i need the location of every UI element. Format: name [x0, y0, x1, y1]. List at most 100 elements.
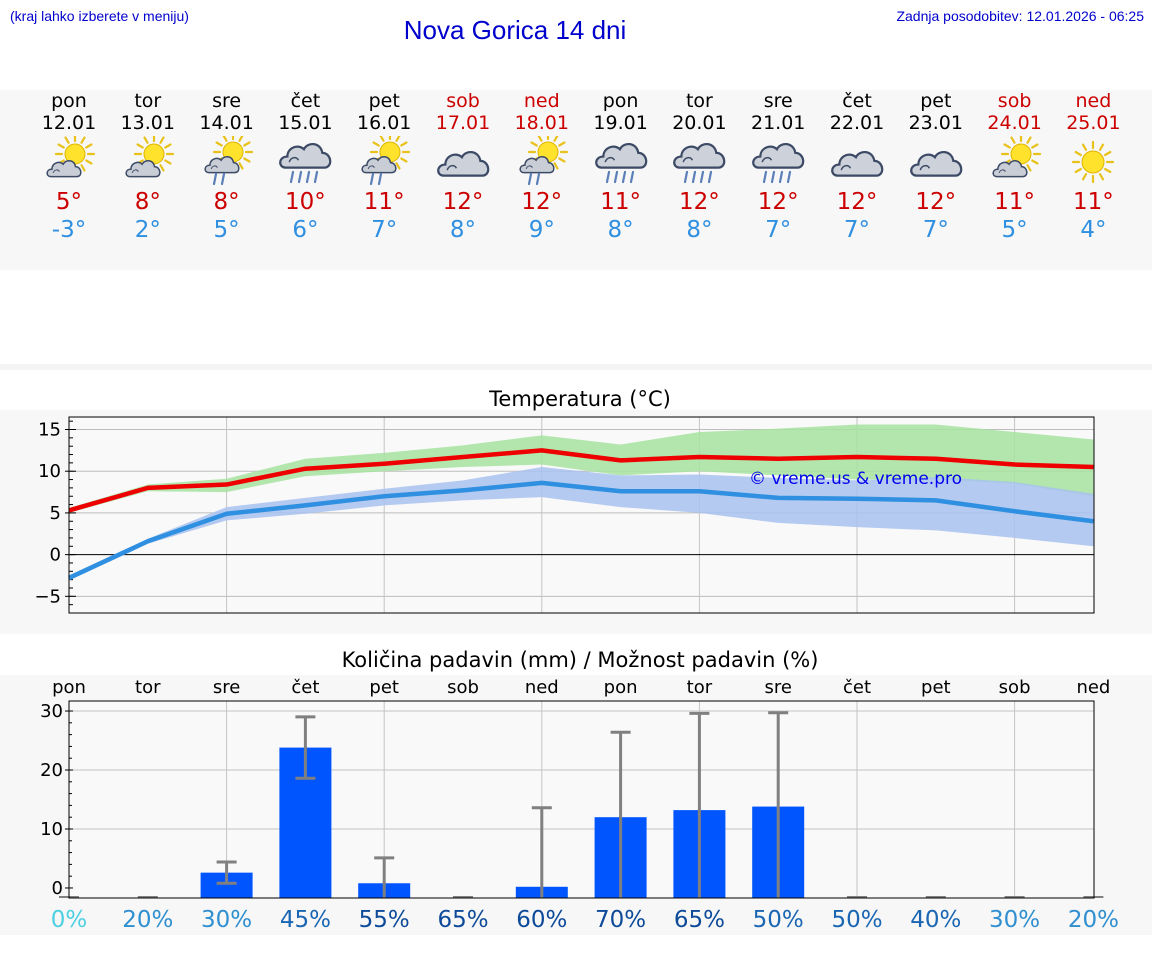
- min-temp: 7°: [922, 217, 949, 243]
- day-label: sob: [999, 677, 1031, 698]
- precip-probability: 30%: [201, 907, 252, 933]
- day-column: sre 21.01 12° 7°: [738, 90, 818, 244]
- day-column: sob 17.01 12° 8°: [423, 90, 503, 244]
- precip-probability: 60%: [516, 907, 567, 933]
- min-temp: 8°: [607, 217, 634, 243]
- day-column: sob 24.01 11° 5°: [975, 90, 1055, 244]
- rain-icon: [594, 143, 647, 184]
- precip-probability: 20%: [1068, 907, 1119, 933]
- day-label: sre: [764, 677, 791, 698]
- forecast-panel: pon 12.01 5° -3° tor 13.01 8° 2° sre 14.01 8° 5° čet…: [0, 90, 1152, 270]
- day-column: čet 15.01 10° 6°: [265, 90, 345, 244]
- day-column: tor 20.01 12° 8°: [659, 90, 739, 244]
- day-date: 20.01: [672, 112, 727, 134]
- max-temp: 12°: [757, 189, 799, 215]
- day-column: pet 16.01 11° 7°: [344, 90, 424, 244]
- precip-chart-title: Količina padavin (mm) / Možnost padavin …: [341, 648, 819, 672]
- day-date: 12.01: [41, 112, 97, 134]
- day-label: čet: [843, 677, 871, 698]
- day-date: 24.01: [987, 112, 1042, 134]
- min_range-band: [69, 467, 1094, 581]
- precip-probability: 45%: [280, 907, 331, 933]
- max-temp-line: [68, 448, 1094, 513]
- day-column: čet 22.01 12° 7°: [817, 90, 897, 244]
- min-temp-line: [68, 480, 1094, 581]
- day-name: sre: [212, 90, 242, 112]
- day-date: 19.01: [593, 112, 648, 134]
- day-name: čet: [290, 90, 321, 112]
- min-temp: 2°: [134, 217, 161, 243]
- precip-probability: 55%: [359, 907, 410, 933]
- plot-area: [69, 701, 1094, 898]
- day-label: pon: [604, 677, 638, 698]
- day-column: pet 23.01 12° 7°: [896, 90, 976, 244]
- precip-probability: 20%: [122, 907, 173, 933]
- rain-icon: [279, 143, 332, 184]
- plot-frame: [68, 416, 1095, 614]
- day-date: 18.01: [514, 112, 569, 134]
- day-date: 21.01: [750, 112, 806, 134]
- sun-icon: [1072, 140, 1115, 184]
- rain-icon: [673, 143, 726, 184]
- y-tick-label: 10: [40, 819, 63, 840]
- max-temp: 5°: [55, 189, 83, 215]
- day-label: sre: [213, 677, 240, 698]
- day-name: ned: [1075, 90, 1112, 112]
- min-temp: 9°: [528, 217, 555, 243]
- precip-probability: 65%: [437, 907, 488, 933]
- min-temp: 5°: [1001, 217, 1028, 243]
- y-tick-label: 20: [40, 760, 63, 781]
- max-temp: 11°: [994, 189, 1035, 215]
- max-temp: 10°: [285, 189, 326, 215]
- day-name: čet: [842, 90, 872, 112]
- max_range-band: [69, 424, 1094, 513]
- day-name: ned: [523, 90, 560, 112]
- cloudy-icon: [437, 151, 490, 177]
- day-name: pet: [920, 90, 952, 112]
- day-column: ned 18.01 12° 9°: [502, 90, 582, 244]
- day-name: sre: [763, 90, 793, 112]
- day-label: tor: [135, 677, 161, 698]
- max-temp: 12°: [836, 189, 878, 215]
- day-column: sre 14.01 8° 5°: [187, 90, 267, 244]
- partly-cloudy-icon: [46, 136, 96, 178]
- min-temp: 8°: [686, 217, 713, 243]
- separator-band: [0, 364, 1152, 370]
- day-date: 13.01: [120, 112, 175, 134]
- sun-shower-icon: [361, 136, 411, 186]
- day-label: ned: [1076, 677, 1110, 698]
- precip-probability: 50%: [831, 907, 882, 933]
- cloudy-icon: [831, 151, 884, 177]
- day-column: pon 19.01 11° 8°: [581, 90, 661, 244]
- precip-probability: 0%: [51, 907, 88, 933]
- day-date: 15.01: [278, 112, 333, 134]
- last-update: Zadnja posodobitev: 12.01.2026 - 06:25: [896, 8, 1144, 24]
- precip-probability: 50%: [753, 907, 804, 933]
- temperature-chart-title: Temperatura (°C): [489, 387, 671, 411]
- precip-probability: 70%: [595, 907, 646, 933]
- max-temp: 12°: [679, 189, 720, 215]
- min-temp: -3°: [51, 217, 87, 243]
- precipitation-chart: pon tor sre čet pet sob ned pon tor sre čet pet sob n…: [40, 677, 1119, 933]
- day-column: pon 12.01 5° -3°: [29, 90, 109, 244]
- min-temp: 8°: [449, 217, 477, 243]
- precip-probability: 40%: [910, 907, 961, 933]
- max-temp: 8°: [213, 189, 240, 215]
- day-date: 17.01: [435, 112, 491, 134]
- location-hint: (kraj lahko izberete v meniju): [10, 8, 189, 24]
- min-temp: 7°: [843, 217, 871, 243]
- day-name: pon: [602, 90, 639, 112]
- max-temp: 11°: [363, 189, 405, 215]
- min-temp: 7°: [371, 217, 398, 243]
- min-temp: 4°: [1080, 217, 1107, 243]
- max-temp: 12°: [521, 189, 563, 215]
- day-label: ned: [525, 677, 559, 698]
- day-label: tor: [687, 677, 713, 698]
- min-temp: 5°: [213, 217, 240, 243]
- max-temp: 8°: [134, 189, 161, 215]
- temperature-chart: 15 10 5 0 −5 © vreme.us & vreme.pro: [34, 416, 1095, 614]
- y-tick-label: 15: [38, 420, 61, 441]
- min-temp: 6°: [292, 217, 319, 243]
- max-temp: 12°: [915, 189, 957, 215]
- rain-icon: [752, 143, 805, 184]
